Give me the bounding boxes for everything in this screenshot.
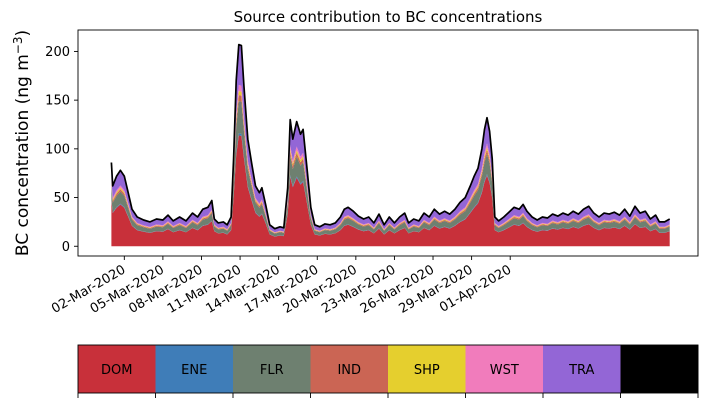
legend-label-ind: IND (337, 363, 361, 378)
legend-swatch-ind (310, 345, 389, 393)
legend-label-flr: FLR (260, 363, 284, 378)
y-tick-label: 0 (62, 240, 70, 255)
x-axis: 02-Mar-202005-Mar-202008-Mar-202011-Mar-… (49, 256, 514, 317)
legend-label-wst: WST (490, 363, 519, 378)
y-tick-label: 200 (45, 45, 70, 60)
total-bc-line (110, 43, 671, 230)
y-axis-label-close: ) (13, 30, 33, 37)
legend-swatch-tra (543, 345, 621, 393)
plot-frame (77, 29, 699, 257)
legend-swatch-ene (155, 345, 234, 393)
legend-swatch-flr (233, 345, 311, 393)
y-tick-label: 100 (45, 142, 70, 157)
legend: DOM ENE FLR IND SHP WST TRA BB (77, 344, 699, 398)
legend-label-bb: BB (650, 363, 668, 378)
legend-swatch-shp (388, 345, 466, 393)
area-dom (111, 135, 670, 247)
y-tick-label: 150 (45, 94, 70, 109)
y-axis: 0 50 100 150 200 (45, 45, 78, 255)
stacked-area-layers (111, 44, 670, 247)
legend-label-shp: SHP (414, 363, 440, 378)
legend-label-ene: ENE (181, 363, 207, 378)
y-tick-label: 50 (53, 191, 70, 206)
legend-label-dom: DOM (101, 363, 132, 378)
y-axis-label-main: BC concentration (ng m (13, 54, 33, 256)
legend-label-tra: TRA (568, 363, 594, 378)
area-flr (111, 101, 670, 237)
chart-title: Source contribution to BC concentrations (234, 8, 543, 26)
area-tra (111, 44, 670, 233)
legend-swatch-wst (465, 345, 544, 393)
y-axis-label-exponent: −3 (11, 36, 25, 54)
legend-swatch-dom (78, 345, 156, 393)
legend-swatch-bb (620, 345, 699, 393)
y-axis-label: BC concentration (ng m−3) (11, 30, 33, 256)
